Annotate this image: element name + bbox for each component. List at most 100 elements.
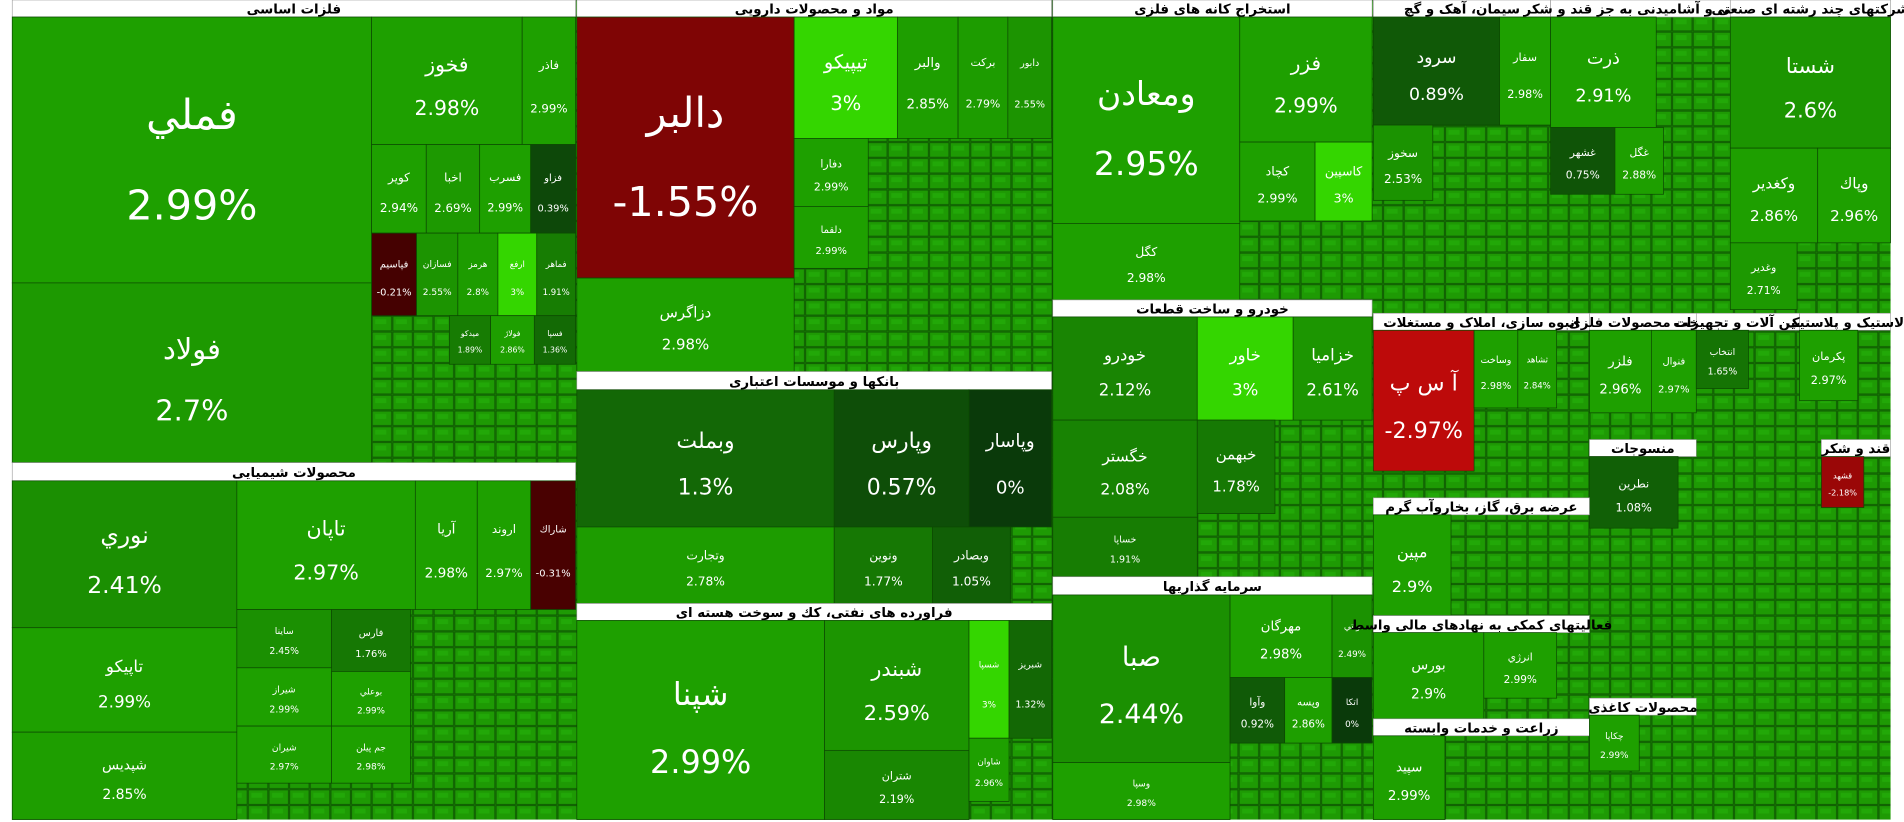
tile-value-label: 2.94%: [380, 201, 418, 215]
tile: [1292, 316, 1373, 421]
tile-name: فملي: [146, 91, 238, 140]
tile-name: فماهر: [545, 260, 567, 270]
tile-name: شپنا: [673, 675, 729, 713]
tile: [371, 232, 417, 317]
tile: [533, 315, 576, 365]
tile-value-label: 1.65%: [1708, 367, 1738, 378]
tile: [1589, 456, 1679, 529]
tile-name: شبريز: [1018, 660, 1043, 671]
tile-name: ذرت: [1587, 49, 1620, 69]
tile-name: اروند: [492, 522, 516, 537]
tile: [824, 749, 970, 820]
sector-title: سرمایه گذاریها: [1163, 578, 1262, 595]
tile-name: جم پيلن: [356, 743, 386, 753]
tile-name: وغدير: [1750, 261, 1776, 274]
tile: [1695, 329, 1749, 389]
tile-value-label: 2.98%: [415, 96, 480, 120]
tile-value-label: 2.98%: [425, 565, 468, 581]
tile-value-label: -0.21%: [377, 288, 412, 299]
tile: [1284, 677, 1333, 744]
tile: [1052, 16, 1241, 224]
tile: [1229, 677, 1286, 744]
tile-value-label: 2.6%: [1784, 98, 1837, 122]
tile-value-label: 2.85%: [102, 787, 146, 803]
tile-value-label: 2.98%: [1127, 271, 1166, 285]
tile-name: اتكا: [1346, 698, 1358, 708]
tile-name: کویر: [387, 171, 410, 186]
tile: [371, 16, 523, 145]
tile-value-label: 2.12%: [1099, 381, 1151, 400]
tile-name: كاسپين: [1325, 164, 1362, 180]
tile: [11, 282, 372, 463]
tile-value-label: 1.32%: [1015, 700, 1045, 711]
tile: [236, 480, 416, 610]
sector-title: محصولات شیمیایی: [232, 466, 356, 481]
tile-name: صبا: [1122, 642, 1161, 673]
tile-name: وپسه: [1297, 696, 1320, 708]
tile-name: واتي: [1344, 622, 1360, 632]
tile-value-label: 1.91%: [543, 288, 570, 298]
sector-title: استخراج کانه های فلزی: [1134, 3, 1290, 18]
tile-name: بوعلي: [360, 688, 382, 698]
tile-name: وبملت: [676, 429, 734, 454]
tile-value-label: 2.19%: [879, 793, 914, 806]
tile-value-label: 1.77%: [864, 575, 903, 589]
tile-name: وبصادر: [953, 549, 989, 564]
tile: [1589, 714, 1640, 772]
tile-name: بركت: [970, 56, 995, 69]
tile-value-label: 2.9%: [1392, 577, 1433, 596]
tile-value-label: 1.89%: [458, 346, 483, 355]
tile: [1729, 16, 1891, 149]
tile-name: دلقما: [821, 225, 842, 236]
tile-value-label: 2.7%: [155, 393, 228, 427]
tile-name: انتخاب: [1710, 347, 1736, 358]
tile-name: وساخت: [1480, 355, 1511, 366]
tile-name: وسپا: [1133, 780, 1151, 790]
tile-name: ميدكو: [460, 329, 479, 338]
tile: [833, 389, 970, 528]
sector-title: فعالیتهای کمکی به نهادهای مالی واسط: [1350, 618, 1612, 633]
tile-name: سخوز: [1387, 146, 1418, 161]
tile-name: ومعادن: [1097, 74, 1196, 113]
tile-name: مهرگان: [1261, 618, 1301, 634]
tile: [576, 526, 835, 604]
tile-value-label: 1.3%: [678, 476, 734, 501]
tile-value-label: 2.86%: [500, 346, 525, 355]
tile-value-label: 2.96%: [1599, 383, 1641, 398]
sector-title: زراعت و خدمات وابسته: [1404, 722, 1558, 737]
tile-name: هرمز: [467, 260, 487, 270]
tile: [1651, 329, 1697, 414]
tile-value-label: 2.45%: [269, 646, 299, 657]
tile: [1052, 223, 1241, 301]
tile: [331, 725, 411, 784]
tile-value-label: 0.39%: [537, 203, 568, 214]
tile: [968, 620, 1010, 739]
sector-title: فلزات اساسی: [247, 3, 341, 18]
tile: [896, 16, 959, 139]
tile: [824, 620, 970, 751]
tile-name: خودرو: [1103, 346, 1146, 366]
tile-value-label: 2.79%: [966, 97, 1001, 110]
tile-name: فنوال: [1662, 357, 1685, 368]
tile: [530, 480, 576, 610]
tile-value-label: 0.89%: [1409, 85, 1464, 105]
tile-name: تيپيكو: [823, 51, 868, 74]
tile-name: ثشاهد: [1526, 355, 1548, 365]
tile-value-label: 1.78%: [1212, 477, 1259, 495]
tile-value-label: 0.92%: [1241, 719, 1274, 731]
tile-value-label: 0%: [1345, 720, 1359, 730]
tile-name: فولاژ: [504, 329, 521, 338]
tile: [932, 526, 1011, 604]
tile-name: شيراز: [272, 684, 296, 695]
tile: [793, 16, 898, 139]
tile: [1052, 316, 1198, 421]
tile-name: دالبر: [645, 89, 725, 137]
tile-value-label: 2.97%: [485, 566, 522, 580]
tile: [11, 16, 372, 284]
tile-value-label: 2.86%: [1750, 207, 1798, 225]
sector-title: ماشین آلات و تجهیزات: [1673, 314, 1822, 331]
tile-name: شستا: [1786, 54, 1835, 78]
tile-name: شيران: [272, 743, 297, 753]
tile-value-label: 1.05%: [952, 575, 991, 589]
